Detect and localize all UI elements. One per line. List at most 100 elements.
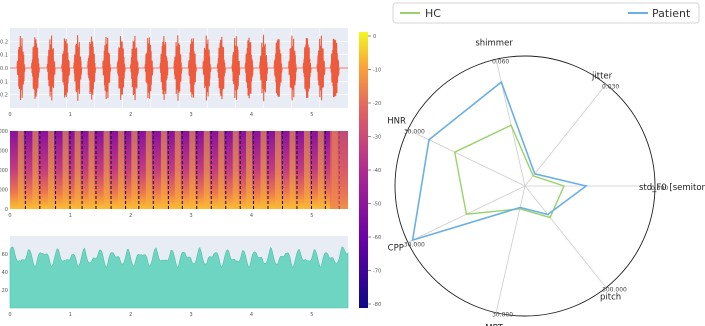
colorbar-tick-label: 0 [373,34,376,40]
x-tick-label: 0 [8,112,11,118]
y-tick-label: 0.2 [0,39,8,45]
radar-axis-max-label: 300.000 [602,287,627,294]
spectrogram-voiced-column [260,131,267,209]
x-tick-label: 5 [310,312,313,318]
spectrogram-voiced-column [203,131,210,209]
waveform-burst [330,38,340,98]
radar-axis-max-label: 0.030 [602,83,619,90]
x-tick-label: 0 [8,213,11,219]
colorbar-tick-label: -30 [373,135,381,141]
spectrogram-x-ticks: 0 1 2 3 4 5 [8,213,313,219]
waveform-burst [202,35,212,101]
envelope-panel: 60 40 20 0 1 2 3 4 5 [2,236,349,318]
y-tick-label: 4000 [0,168,8,174]
spectrogram-voiced-column [118,131,125,209]
spectrogram-y-ticks: 8000 6000 4000 2000 0 [0,129,8,213]
radar-axis-labels: std_F0 [semitones]0.500 jitter 0.030 shimme… [387,38,705,326]
y-tick-label: 0.1 [0,53,8,59]
colorbar-ticks: 0 -10 -20 -30 -40 -50 -60 -70 -80 [368,34,381,308]
spectrogram-voiced-column [174,131,181,209]
radar-axis-max-label: 30.000 [404,129,425,136]
x-tick-label: 2 [129,213,132,219]
radar-axis-max-label: 0.500 [651,185,668,192]
radar-axis-label: HNR [387,117,406,127]
waveform-burst [173,35,183,101]
waveform-y-ticks: 0.2 0.1 0.0 -0.1 -0.2 [0,39,8,98]
radar-chart: std_F0 [semitones]0.500 jitter 0.030 shimme… [387,38,705,326]
envelope-y-ticks: 60 40 20 [2,252,8,294]
waveform-burst [259,34,269,102]
spectrogram-voiced-column [62,131,69,209]
x-tick-label: 3 [189,213,192,219]
x-tick-label: 4 [250,312,253,318]
x-tick-label: 2 [129,312,132,318]
y-tick-label: 6000 [0,149,8,155]
waveform-burst [61,38,71,98]
colorbar-gradient [359,32,368,308]
waveform-panel: 0.2 0.1 0.0 -0.1 -0.2 0 1 2 3 4 5 [0,28,348,118]
spectrogram-voiced-column [88,131,95,209]
colorbar-tick-label: -20 [373,101,381,107]
waveform-burst [159,36,169,100]
y-tick-label: 8000 [0,129,8,135]
x-tick-label: 1 [69,213,72,219]
waveform-burst [46,35,56,101]
waveform-burst [144,37,154,99]
radar-series-patient [411,80,588,242]
waveform-burst [316,35,326,101]
radar-axis-label: jitter [591,71,613,81]
radar-spoke [524,185,607,288]
y-tick-label: -0.2 [0,93,8,99]
legend-box [392,2,700,24]
y-tick-label: 40 [2,270,8,276]
radar-legend: HC Patient [392,2,700,24]
spectrogram-voiced-column [189,131,196,209]
waveform-burst [273,39,283,97]
spectrogram-voiced-column [32,131,39,209]
spectrogram-voiced-column [48,131,55,209]
radar-spoke [495,59,526,187]
radar-axis-max-label: 0.060 [492,58,509,65]
spectrogram-voiced-column [232,131,239,209]
radar-spokes [407,59,655,313]
waveform-burst [102,36,112,100]
x-tick-label: 4 [250,213,253,219]
colorbar: 0 -10 -20 -30 -40 -50 -60 -70 -80 [359,32,381,308]
legend-patient-label: Patient [652,7,691,20]
colorbar-tick-label: -80 [373,302,381,308]
waveform-burst [116,36,126,100]
radar-axis-label: MPT [485,324,503,326]
x-tick-label: 2 [129,112,132,118]
waveform-burst [244,37,254,99]
waveform-burst [16,35,26,101]
spectrogram-voiced-column [131,131,138,209]
waveform-burst [302,37,312,99]
y-tick-label: 2000 [0,188,8,194]
spectrogram-columns [17,131,348,209]
x-tick-label: 1 [69,112,72,118]
spectrogram-voiced-column [289,131,296,209]
envelope-area [9,246,349,309]
waveform-burst [216,36,226,100]
waveform-burst [30,37,40,99]
radar-spoke [407,129,526,187]
y-tick-label: 0 [5,207,8,213]
radar-spoke [524,84,607,187]
waveform-burst [231,36,241,100]
spectrogram-voiced-column [17,131,24,209]
spectrogram-voiced-column [317,131,324,209]
waveform-burst [187,38,197,98]
envelope-x-ticks: 0 1 2 3 4 5 [8,312,313,318]
x-tick-label: 5 [310,213,313,219]
x-tick-label: 3 [189,112,192,118]
spectrogram-voiced-column [246,131,253,209]
waveform-x-ticks: 0 1 2 3 4 5 [8,112,313,118]
spectrogram-voiced-column [160,131,167,209]
spectrogram-voiced-column [103,131,110,209]
waveform-burst [87,36,97,100]
y-tick-label: -0.1 [0,79,8,85]
radar-series-hc [453,124,565,219]
spectrogram-voiced-column [274,131,281,209]
x-tick-label: 3 [189,312,192,318]
